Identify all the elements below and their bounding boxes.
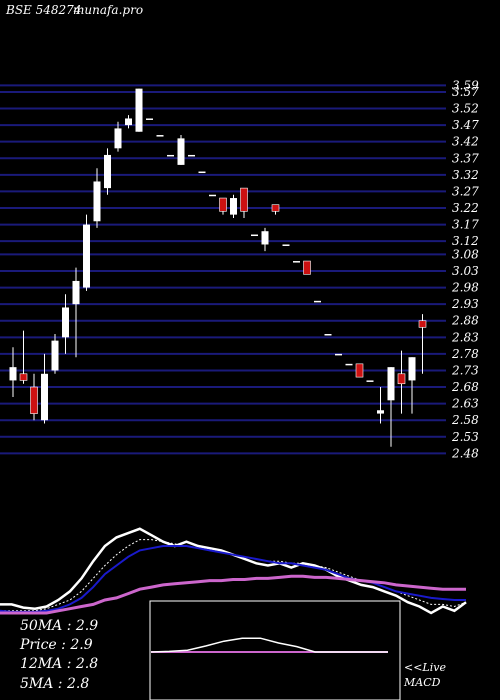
candle-body	[83, 224, 90, 288]
candle-body	[41, 373, 48, 421]
y-tick-label: 3.32	[452, 168, 479, 182]
y-tick-label: 3.27	[452, 184, 479, 198]
header-symbol: BSE 548274	[5, 3, 81, 17]
legend-price: Price : 2.9	[19, 637, 93, 653]
y-tick-label: 2.68	[451, 380, 479, 394]
ma-line-blue	[0, 545, 466, 613]
macd-box	[149, 600, 401, 700]
y-tick-label: 2.58	[451, 413, 479, 427]
candle-body	[230, 198, 237, 215]
y-tick-label: 2.83	[451, 330, 479, 344]
candle-body	[19, 373, 28, 381]
candle-body	[135, 88, 143, 132]
y-tick-label: 3.59	[452, 78, 479, 92]
legend-12ma: 12MA : 2.8	[20, 656, 98, 672]
candle-body	[114, 128, 122, 149]
candle-body	[219, 197, 227, 212]
candle-body	[282, 244, 290, 246]
candle-body	[324, 334, 332, 336]
candle-body	[303, 260, 311, 275]
y-tick-label: 2.93	[451, 297, 479, 311]
candle-body	[51, 340, 59, 371]
candle-body	[387, 367, 395, 401]
candle-body	[146, 118, 153, 120]
candle-body	[314, 300, 321, 303]
candle-body	[209, 194, 216, 197]
candle-body	[198, 171, 206, 174]
y-tick-label: 3.12	[452, 234, 479, 248]
candle-body	[377, 410, 384, 414]
candle-body	[177, 138, 185, 165]
y-tick-label: 2.78	[451, 347, 479, 361]
legend-5ma: 5MA : 2.8	[20, 676, 89, 692]
y-tick-label: 2.48	[451, 446, 479, 460]
macd-panel	[150, 637, 388, 653]
candle-body	[9, 367, 17, 381]
y-tick-label: 2.98	[451, 281, 479, 295]
candle-body	[188, 154, 195, 157]
y-tick-label: 3.22	[452, 201, 479, 215]
y-tick-label: 3.17	[452, 218, 479, 232]
candle-body	[418, 320, 427, 328]
candle-body	[30, 386, 38, 414]
candlesticks	[9, 88, 427, 447]
price-grid: 2.48 2.53 2.58 2.63 2.68 2.73 2.78 2.83 2.88 2.93…	[0, 78, 479, 460]
candle-body	[62, 307, 69, 338]
y-tick-label: 2.88	[451, 314, 479, 328]
candle-body	[93, 181, 101, 222]
ma-line-pink	[0, 574, 466, 615]
y-tick-label: 2.53	[451, 430, 479, 444]
candle-body	[104, 154, 111, 189]
candle-body	[293, 261, 300, 263]
candle-body	[261, 231, 269, 245]
moving-average-panel	[0, 527, 467, 615]
macd-name-label: MACD	[403, 676, 441, 689]
macd-line	[150, 637, 388, 653]
y-tick-label: 3.52	[452, 102, 479, 116]
candle-body	[355, 363, 364, 378]
y-tick-label: 3.03	[452, 264, 479, 278]
y-tick-label: 2.73	[451, 363, 479, 377]
header-site: munafa.pro	[73, 3, 143, 17]
candle-body	[240, 187, 248, 212]
candle-body	[366, 380, 374, 382]
candle-body	[125, 118, 132, 126]
y-tick-label: 3.37	[452, 151, 479, 165]
y-tick-label: 3.47	[452, 118, 479, 132]
candle-body	[335, 353, 342, 356]
candle-body	[408, 357, 416, 381]
candle-body	[345, 363, 353, 366]
candle-body	[156, 135, 164, 137]
candle-body	[397, 373, 406, 385]
candle-body	[271, 204, 280, 212]
y-tick-label: 2.63	[451, 397, 479, 411]
y-tick-label: 3.57	[452, 85, 479, 99]
legend-50ma: 50MA : 2.9	[20, 618, 98, 634]
macd-live-label: <<Live	[404, 661, 446, 674]
candle-body	[72, 280, 80, 305]
candle-body	[167, 154, 174, 157]
y-tick-label: 3.08	[452, 247, 479, 261]
ma-line-dotted	[0, 539, 467, 612]
candle-body	[251, 234, 258, 237]
y-tick-label: 3.42	[452, 135, 479, 149]
